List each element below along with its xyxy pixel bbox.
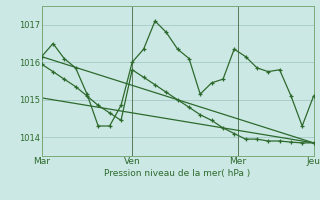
X-axis label: Pression niveau de la mer( hPa ): Pression niveau de la mer( hPa ) xyxy=(104,169,251,178)
